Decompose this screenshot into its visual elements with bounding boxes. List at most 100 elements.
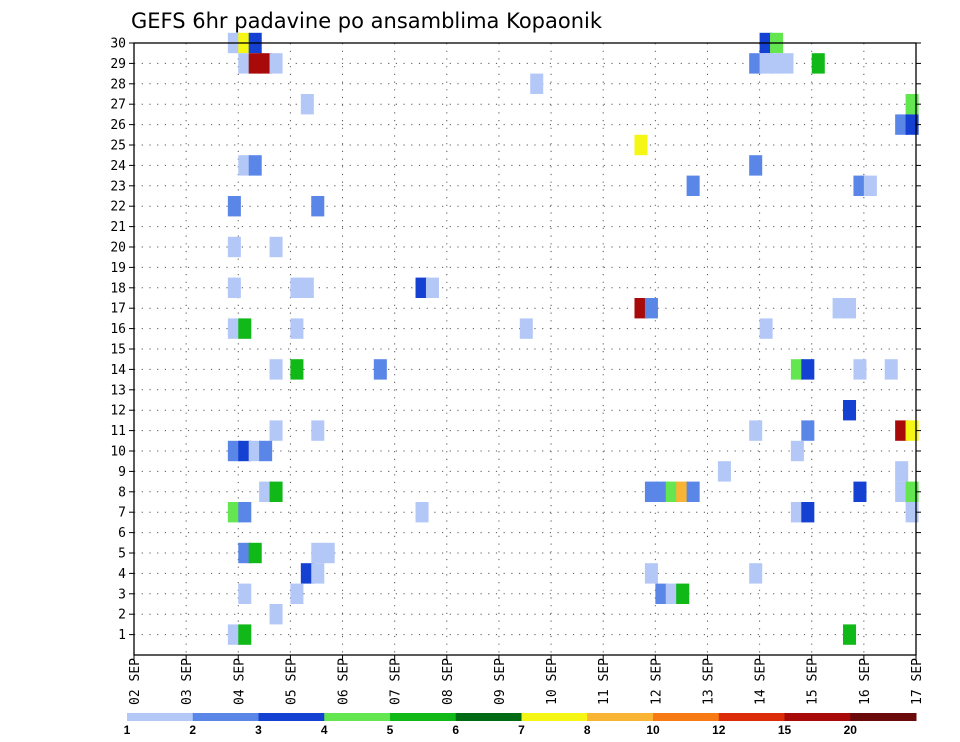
- data-cell: [227, 440, 241, 462]
- colorbar: 1 2 3 4 5 6 7 8 10 12 15 20: [124, 713, 917, 737]
- colorbar-swatch: [390, 713, 457, 721]
- y-tick-label: 17: [110, 302, 126, 317]
- colorbar-label: 5: [387, 723, 394, 737]
- data-cell: [780, 53, 794, 74]
- data-cell: [425, 277, 439, 298]
- colorbar-swatch: [653, 713, 720, 721]
- data-cell: [895, 481, 909, 502]
- y-tick-label: 15: [110, 343, 126, 358]
- y-tick-label: 29: [110, 57, 126, 72]
- data-cell: [238, 583, 252, 604]
- y-tick-label: 21: [110, 220, 126, 235]
- colorbar-label: 2: [189, 723, 196, 737]
- data-cell: [863, 175, 877, 196]
- y-tick-label: 10: [110, 445, 126, 460]
- data-cell: [238, 318, 252, 339]
- data-cell: [905, 502, 919, 523]
- data-cell: [311, 563, 325, 584]
- data-cell: [905, 94, 919, 115]
- data-cell: [311, 420, 325, 441]
- colorbar-label: 6: [452, 723, 459, 737]
- data-cell: [790, 440, 804, 462]
- y-tick-label: 23: [110, 179, 126, 194]
- x-axis: 02 SEP 03 SEP 04 SEP 05 SEP 06 SEP 07 SEP 08 S…: [128, 655, 925, 705]
- data-cell: [832, 298, 846, 319]
- data-cell: [269, 481, 283, 502]
- y-tick-label: 20: [110, 241, 126, 256]
- data-cell: [300, 277, 314, 298]
- y-tick-label: 22: [110, 200, 126, 215]
- data-cell: [717, 461, 731, 482]
- colorbar-swatch: [850, 713, 917, 721]
- colorbar-label: 3: [255, 723, 262, 737]
- x-tick-label: 16 SEP: [858, 658, 873, 705]
- y-tick-label: 1: [118, 628, 126, 643]
- data-cell: [759, 53, 773, 74]
- y-tick-label: 24: [110, 159, 126, 174]
- y-tick-label: 25: [110, 139, 126, 154]
- data-cell: [634, 134, 648, 156]
- data-cell: [259, 440, 273, 462]
- data-cell: [749, 53, 763, 74]
- data-cell: [853, 359, 867, 380]
- y-tick-label: 19: [110, 261, 126, 276]
- data-cell: [644, 298, 658, 319]
- data-cell: [853, 481, 867, 502]
- data-cell: [676, 481, 690, 502]
- data-cell: [227, 236, 241, 258]
- data-cell: [227, 318, 241, 339]
- colorbar-label: 20: [844, 723, 858, 737]
- data-cell: [269, 359, 283, 380]
- data-cell: [790, 502, 804, 523]
- data-cell: [259, 53, 273, 74]
- data-cell: [238, 53, 252, 74]
- x-tick-label: 08 SEP: [441, 658, 456, 705]
- y-tick-label: 7: [118, 506, 126, 521]
- colorbar-label: 7: [518, 723, 525, 737]
- data-cell: [801, 502, 815, 523]
- data-cell: [686, 175, 700, 196]
- data-cell: [290, 318, 304, 339]
- colorbar-swatch: [258, 713, 325, 721]
- data-cell: [269, 236, 283, 258]
- x-tick-label: 05 SEP: [284, 658, 299, 705]
- colorbar-label: 12: [712, 723, 726, 737]
- data-cell: [227, 502, 241, 523]
- y-tick-label: 2: [118, 608, 126, 623]
- data-cell: [269, 53, 283, 74]
- data-cell: [686, 481, 700, 502]
- x-tick-label: 12 SEP: [649, 658, 664, 705]
- y-tick-label: 12: [110, 404, 126, 419]
- x-tick-label: 02 SEP: [128, 658, 143, 705]
- data-cell: [905, 114, 919, 135]
- colorbar-label: 4: [321, 723, 328, 737]
- data-cell: [238, 542, 252, 564]
- y-tick-label: 27: [110, 98, 126, 113]
- data-cell: [884, 359, 898, 380]
- data-cell: [843, 400, 857, 421]
- data-cell: [665, 481, 679, 502]
- data-cell: [311, 196, 325, 217]
- x-tick-label: 17 SEP: [910, 658, 925, 705]
- data-cell: [373, 359, 387, 380]
- data-cell: [290, 583, 304, 604]
- data-cell: [749, 420, 763, 441]
- data-cell: [895, 420, 909, 441]
- data-cell: [770, 53, 784, 74]
- data-cell: [519, 318, 533, 339]
- colorbar-swatch: [587, 713, 654, 721]
- x-tick-label: 15 SEP: [806, 658, 821, 705]
- colorbar-label: 8: [584, 723, 591, 737]
- data-cell: [801, 359, 815, 380]
- y-tick-label: 13: [110, 383, 126, 398]
- data-cell: [749, 563, 763, 584]
- colorbar-swatch: [127, 713, 194, 721]
- colorbar-swatch: [192, 713, 259, 721]
- data-cell: [290, 359, 304, 380]
- y-axis: 1234567891011121314151617181920212223242…: [110, 37, 921, 643]
- data-cell: [415, 277, 429, 298]
- y-tick-label: 16: [110, 322, 126, 337]
- colorbar-label: 10: [646, 723, 660, 737]
- x-tick-label: 06 SEP: [337, 658, 352, 705]
